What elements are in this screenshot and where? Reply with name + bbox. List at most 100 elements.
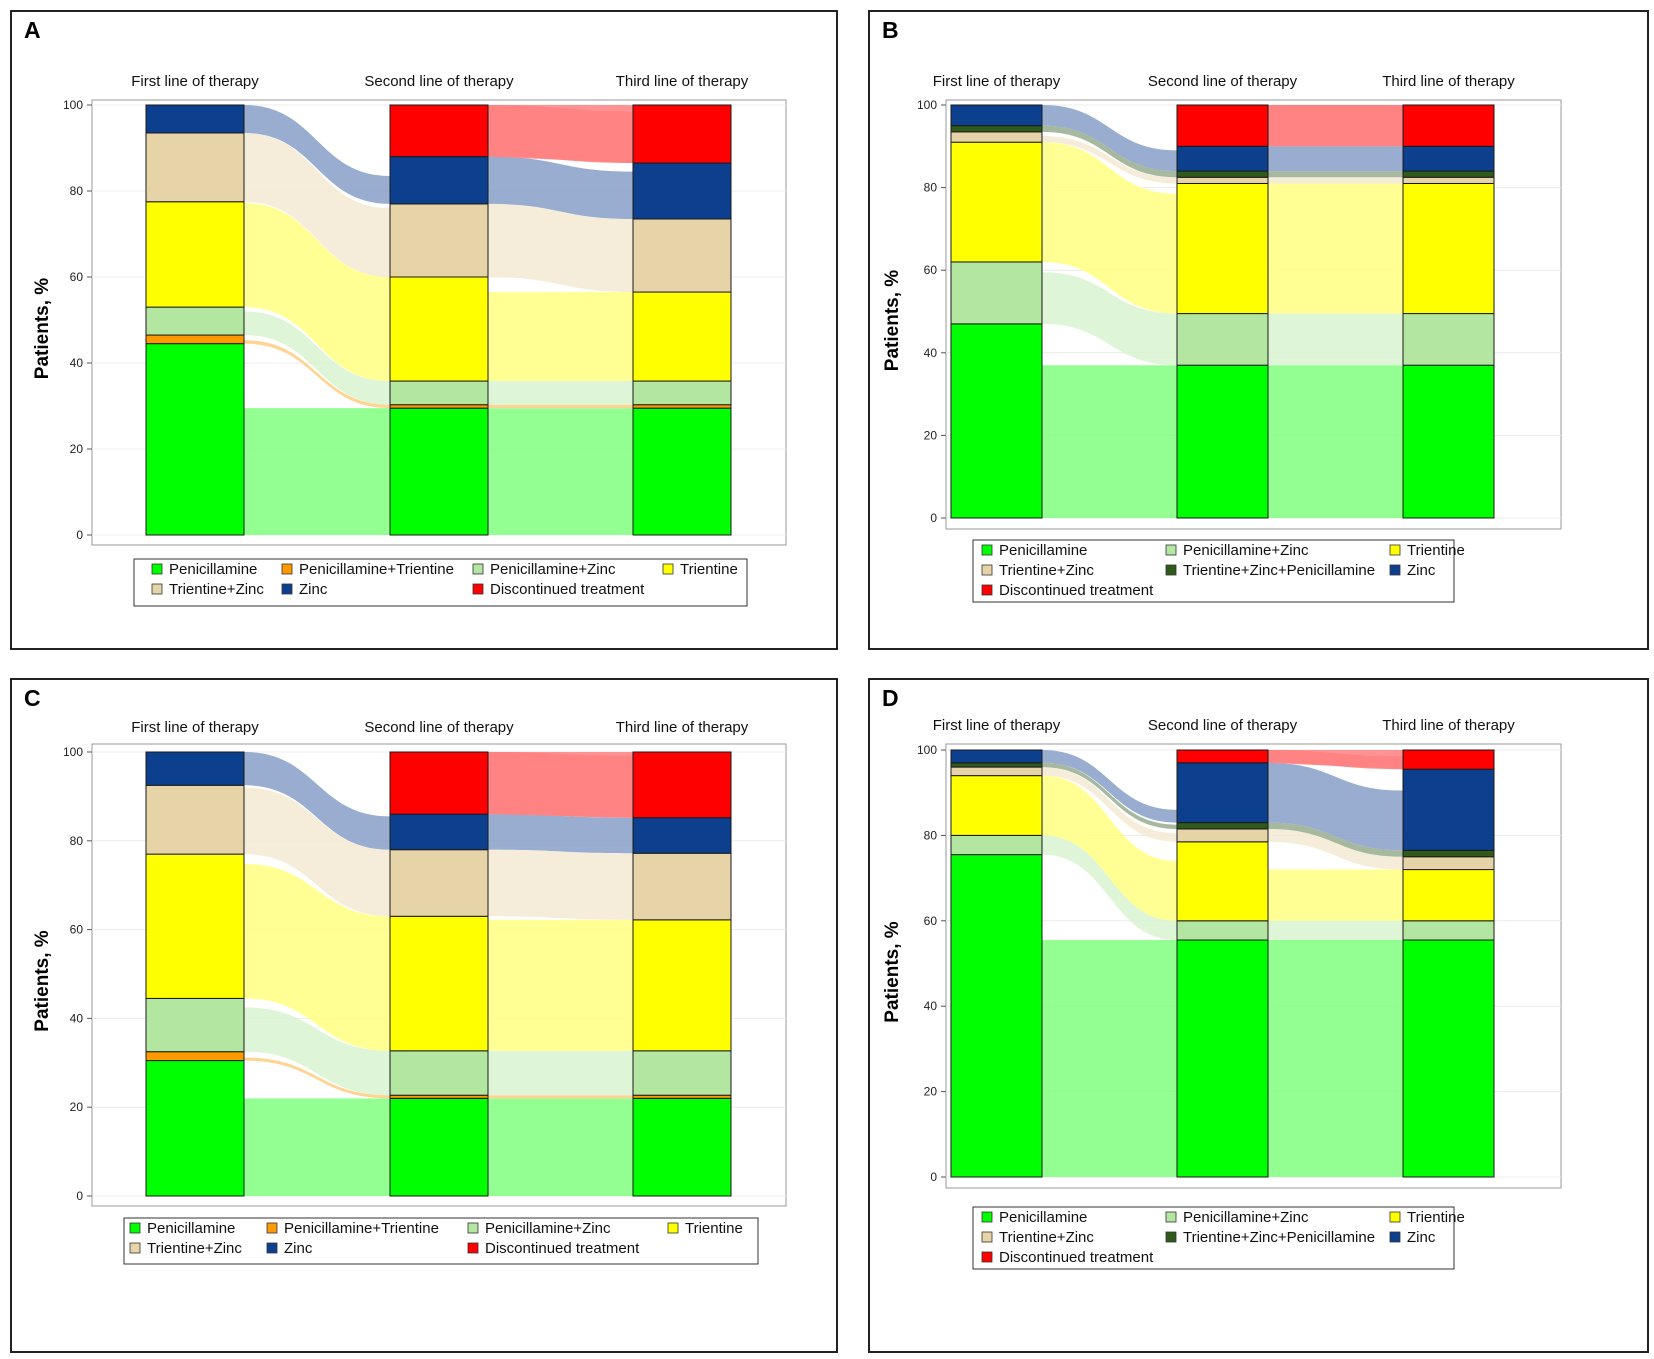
legend-label: Discontinued treatment — [999, 582, 1154, 599]
flow-discontinued-treatment — [488, 105, 633, 164]
legend-label: Penicillamine+Zinc — [1183, 1209, 1309, 1226]
flow-trientine-zinc — [1268, 828, 1403, 870]
bar-segment-penicillamine-zinc — [950, 261, 1043, 325]
y-tick-label: 20 — [924, 1085, 938, 1099]
bar-segment-discontinued-treatment — [389, 751, 489, 815]
panel-letter: C — [24, 685, 41, 711]
bar-segment-discontinued-treatment — [1176, 749, 1269, 764]
legend-swatch — [281, 563, 293, 575]
legend-swatch — [667, 1222, 679, 1234]
bar-segment-penicillamine — [1176, 364, 1269, 519]
flow-zinc — [1268, 146, 1403, 172]
y-tick-label: 100 — [63, 98, 83, 112]
bar-segment-trientine — [1176, 841, 1269, 922]
bar-segment-penicillamine-zinc — [389, 380, 489, 406]
bar-segment-trientine-zinc — [389, 203, 489, 278]
y-tick-label: 80 — [924, 181, 938, 195]
legend-label: Trientine — [1407, 542, 1465, 559]
bar-segment-trientine — [145, 853, 245, 999]
flow-trientine-zinc — [488, 203, 633, 293]
flow-trientine-zinc — [1042, 135, 1177, 184]
flow-zinc — [1042, 750, 1177, 823]
bar-segment-trientine-zinc — [632, 218, 732, 293]
bar-segment-zinc — [632, 162, 732, 220]
flow-trientine — [488, 292, 633, 382]
panel-a: A 0 20 40 60 80 100 Patients, % First line of th… — [10, 10, 838, 650]
flow-penicillamine-zinc — [488, 381, 633, 405]
bar-segment-trientine — [1176, 182, 1269, 315]
flow-trientine-zinc — [488, 849, 633, 920]
flow-penicillamine-zinc — [244, 1007, 390, 1096]
legend-swatch — [1165, 544, 1177, 556]
legend-swatch — [151, 563, 163, 575]
legend-label: Penicillamine+Trientine — [299, 561, 454, 578]
bar-segment-discontinued-treatment — [1176, 104, 1269, 147]
flow-trientine-zinc-penicillamine — [1042, 762, 1177, 829]
y-tick-label: 20 — [70, 1100, 84, 1114]
y-tick-label: 100 — [63, 745, 83, 759]
y-tick-label: 80 — [924, 828, 938, 842]
legend-swatch — [981, 1211, 993, 1223]
bar-segment-penicillamine-zinc — [145, 997, 245, 1053]
legend-label: Trientine+Zinc — [147, 1240, 242, 1257]
flows — [244, 752, 633, 1196]
bar-segment-trientine-zinc — [1176, 828, 1269, 843]
bar-segment-penicillamine — [389, 1097, 489, 1197]
bar-segment-trientine-zinc — [950, 766, 1043, 777]
bar-segment-trientine — [389, 276, 489, 382]
panel-c: C 0 20 40 60 80 100 Patients, % First line of th… — [10, 678, 838, 1353]
y-axis-title: Patients, % — [882, 921, 903, 1022]
flow-penicillamine — [1268, 940, 1403, 1177]
sankey-chart-c: C 0 20 40 60 80 100 Patients, % First line of th… — [24, 685, 787, 1265]
bar-segment-zinc — [389, 813, 489, 851]
panel-letter: D — [882, 685, 899, 711]
bar-segment-trientine — [950, 775, 1043, 836]
y-tick-label: 60 — [924, 263, 938, 277]
legend-swatch — [981, 544, 993, 556]
flow-trientine — [488, 919, 633, 1051]
bar-segment-discontinued-treatment — [1402, 104, 1495, 147]
y-tick-label: 40 — [924, 999, 938, 1013]
bar-segment-zinc — [389, 156, 489, 205]
flow-zinc — [488, 156, 633, 219]
y-tick-label: 80 — [70, 834, 84, 848]
y-tick-label: 60 — [70, 270, 84, 284]
column-label: Second line of therapy — [364, 73, 514, 90]
sankey-chart-a: A 0 20 40 60 80 100 Patients, % First line of th… — [24, 17, 787, 607]
flow-zinc — [1268, 762, 1403, 851]
flow-penicillamine-zinc — [1268, 920, 1403, 941]
flow-penicillamine-trientine — [244, 1057, 390, 1099]
y-axis-title: Patients, % — [32, 278, 53, 379]
bar-segment-penicillamine — [1402, 939, 1495, 1178]
column-label: First line of therapy — [131, 719, 259, 736]
y-tick-label: 0 — [76, 1189, 83, 1203]
bar-segment-trientine-zinc — [1402, 176, 1495, 184]
flow-penicillamine-zinc — [488, 1050, 633, 1096]
flow-trientine-zinc-penicillamine — [1268, 171, 1403, 178]
flows — [1042, 105, 1403, 518]
flows — [1042, 750, 1403, 1177]
legend-label: Zinc — [284, 1240, 313, 1257]
legend-swatch — [1165, 564, 1177, 576]
flow-penicillamine-zinc — [1042, 272, 1177, 366]
legend-swatch — [981, 584, 993, 596]
bar-segment-penicillamine — [632, 407, 732, 536]
y-tick-label: 0 — [930, 1170, 937, 1184]
bar-segment-penicillamine — [145, 343, 245, 536]
y-tick-label: 40 — [70, 356, 84, 370]
y-tick-label: 100 — [917, 743, 937, 757]
legend-label: Zinc — [1407, 1229, 1436, 1246]
bar-segment-discontinued-treatment — [1402, 749, 1495, 770]
bar-segment-penicillamine — [950, 854, 1043, 1178]
bar-segment-trientine — [632, 291, 732, 382]
column-label: Third line of therapy — [1382, 73, 1515, 90]
legend-box — [133, 558, 748, 607]
legend-label: Penicillamine+Zinc — [490, 561, 616, 578]
legend-swatch — [467, 1242, 479, 1254]
bar-segment-penicillamine-zinc — [1176, 313, 1269, 366]
y-axis-title: Patients, % — [32, 930, 53, 1031]
column-label: Second line of therapy — [364, 719, 514, 736]
flow-trientine — [1268, 869, 1403, 921]
flow-penicillamine — [1268, 365, 1403, 518]
bar-segment-trientine-zinc — [632, 852, 732, 921]
